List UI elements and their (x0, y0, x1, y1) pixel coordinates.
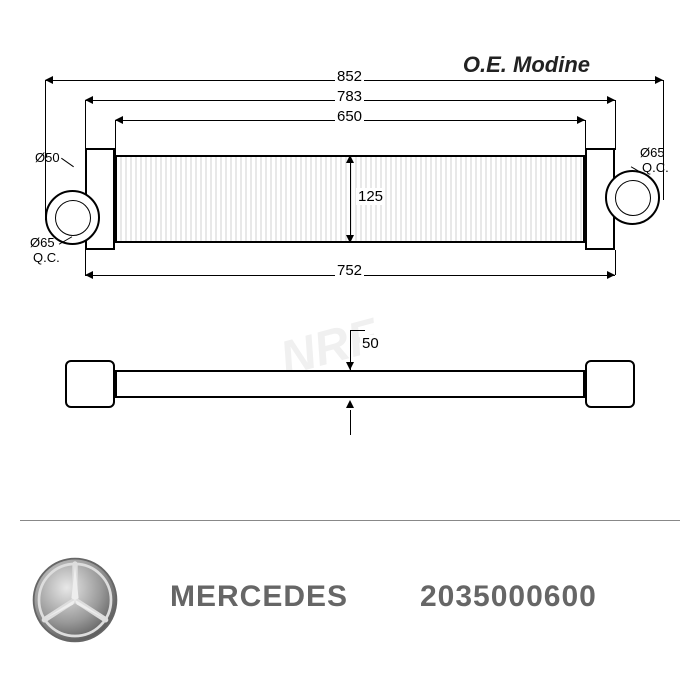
intercooler-core-top (115, 370, 585, 398)
left-tank-top (65, 360, 115, 408)
arrow-icon (577, 116, 585, 124)
dim-overall-width: 852 (335, 68, 364, 85)
arrow-icon (346, 362, 354, 370)
right-port-dia: Ø65 (640, 145, 665, 160)
dim-ext (115, 120, 116, 155)
right-port-note: Q.C. (642, 160, 669, 175)
arrow-icon (607, 96, 615, 104)
dim-ext (663, 80, 664, 200)
brand-name: MERCEDES (170, 580, 348, 614)
arrow-icon (85, 96, 93, 104)
arrow-icon (115, 116, 123, 124)
left-port-top-dia: Ø50 (35, 150, 60, 165)
mercedes-logo-icon (30, 555, 120, 645)
arrow-icon (45, 76, 53, 84)
technical-drawing: NRF NRF NRF O.E. Modine 852 783 650 125 … (30, 40, 670, 470)
dim-ext (350, 410, 351, 435)
oe-manufacturer-label: O.E. Modine (463, 52, 590, 78)
arrow-icon (346, 235, 354, 243)
arrow-icon (607, 271, 615, 279)
footer: MERCEDES 2035000600 (0, 520, 700, 700)
dim-tank-width: 783 (335, 88, 364, 105)
left-port-note: Q.C. (33, 250, 60, 265)
dim-depth: 50 (360, 335, 381, 352)
dim-lower-width: 752 (335, 262, 364, 279)
arrow-icon (346, 400, 354, 408)
dim-ext (85, 100, 86, 150)
dim-core-height: 125 (356, 188, 385, 205)
dim-line-height (350, 155, 351, 243)
right-tank-top (585, 360, 635, 408)
right-port (605, 170, 660, 225)
footer-divider (20, 520, 680, 521)
left-port-bottom-dia: Ø65 (30, 235, 55, 250)
dim-ext (615, 100, 616, 150)
dim-ext (85, 250, 86, 275)
port-inner-circle (615, 180, 651, 216)
port-inner-circle (55, 200, 91, 236)
dim-ext (350, 330, 365, 331)
arrow-icon (85, 271, 93, 279)
dim-ext (615, 250, 616, 275)
part-number: 2035000600 (420, 580, 597, 614)
leader-line (61, 158, 74, 167)
arrow-icon (655, 76, 663, 84)
dim-core-width: 650 (335, 108, 364, 125)
arrow-icon (346, 155, 354, 163)
